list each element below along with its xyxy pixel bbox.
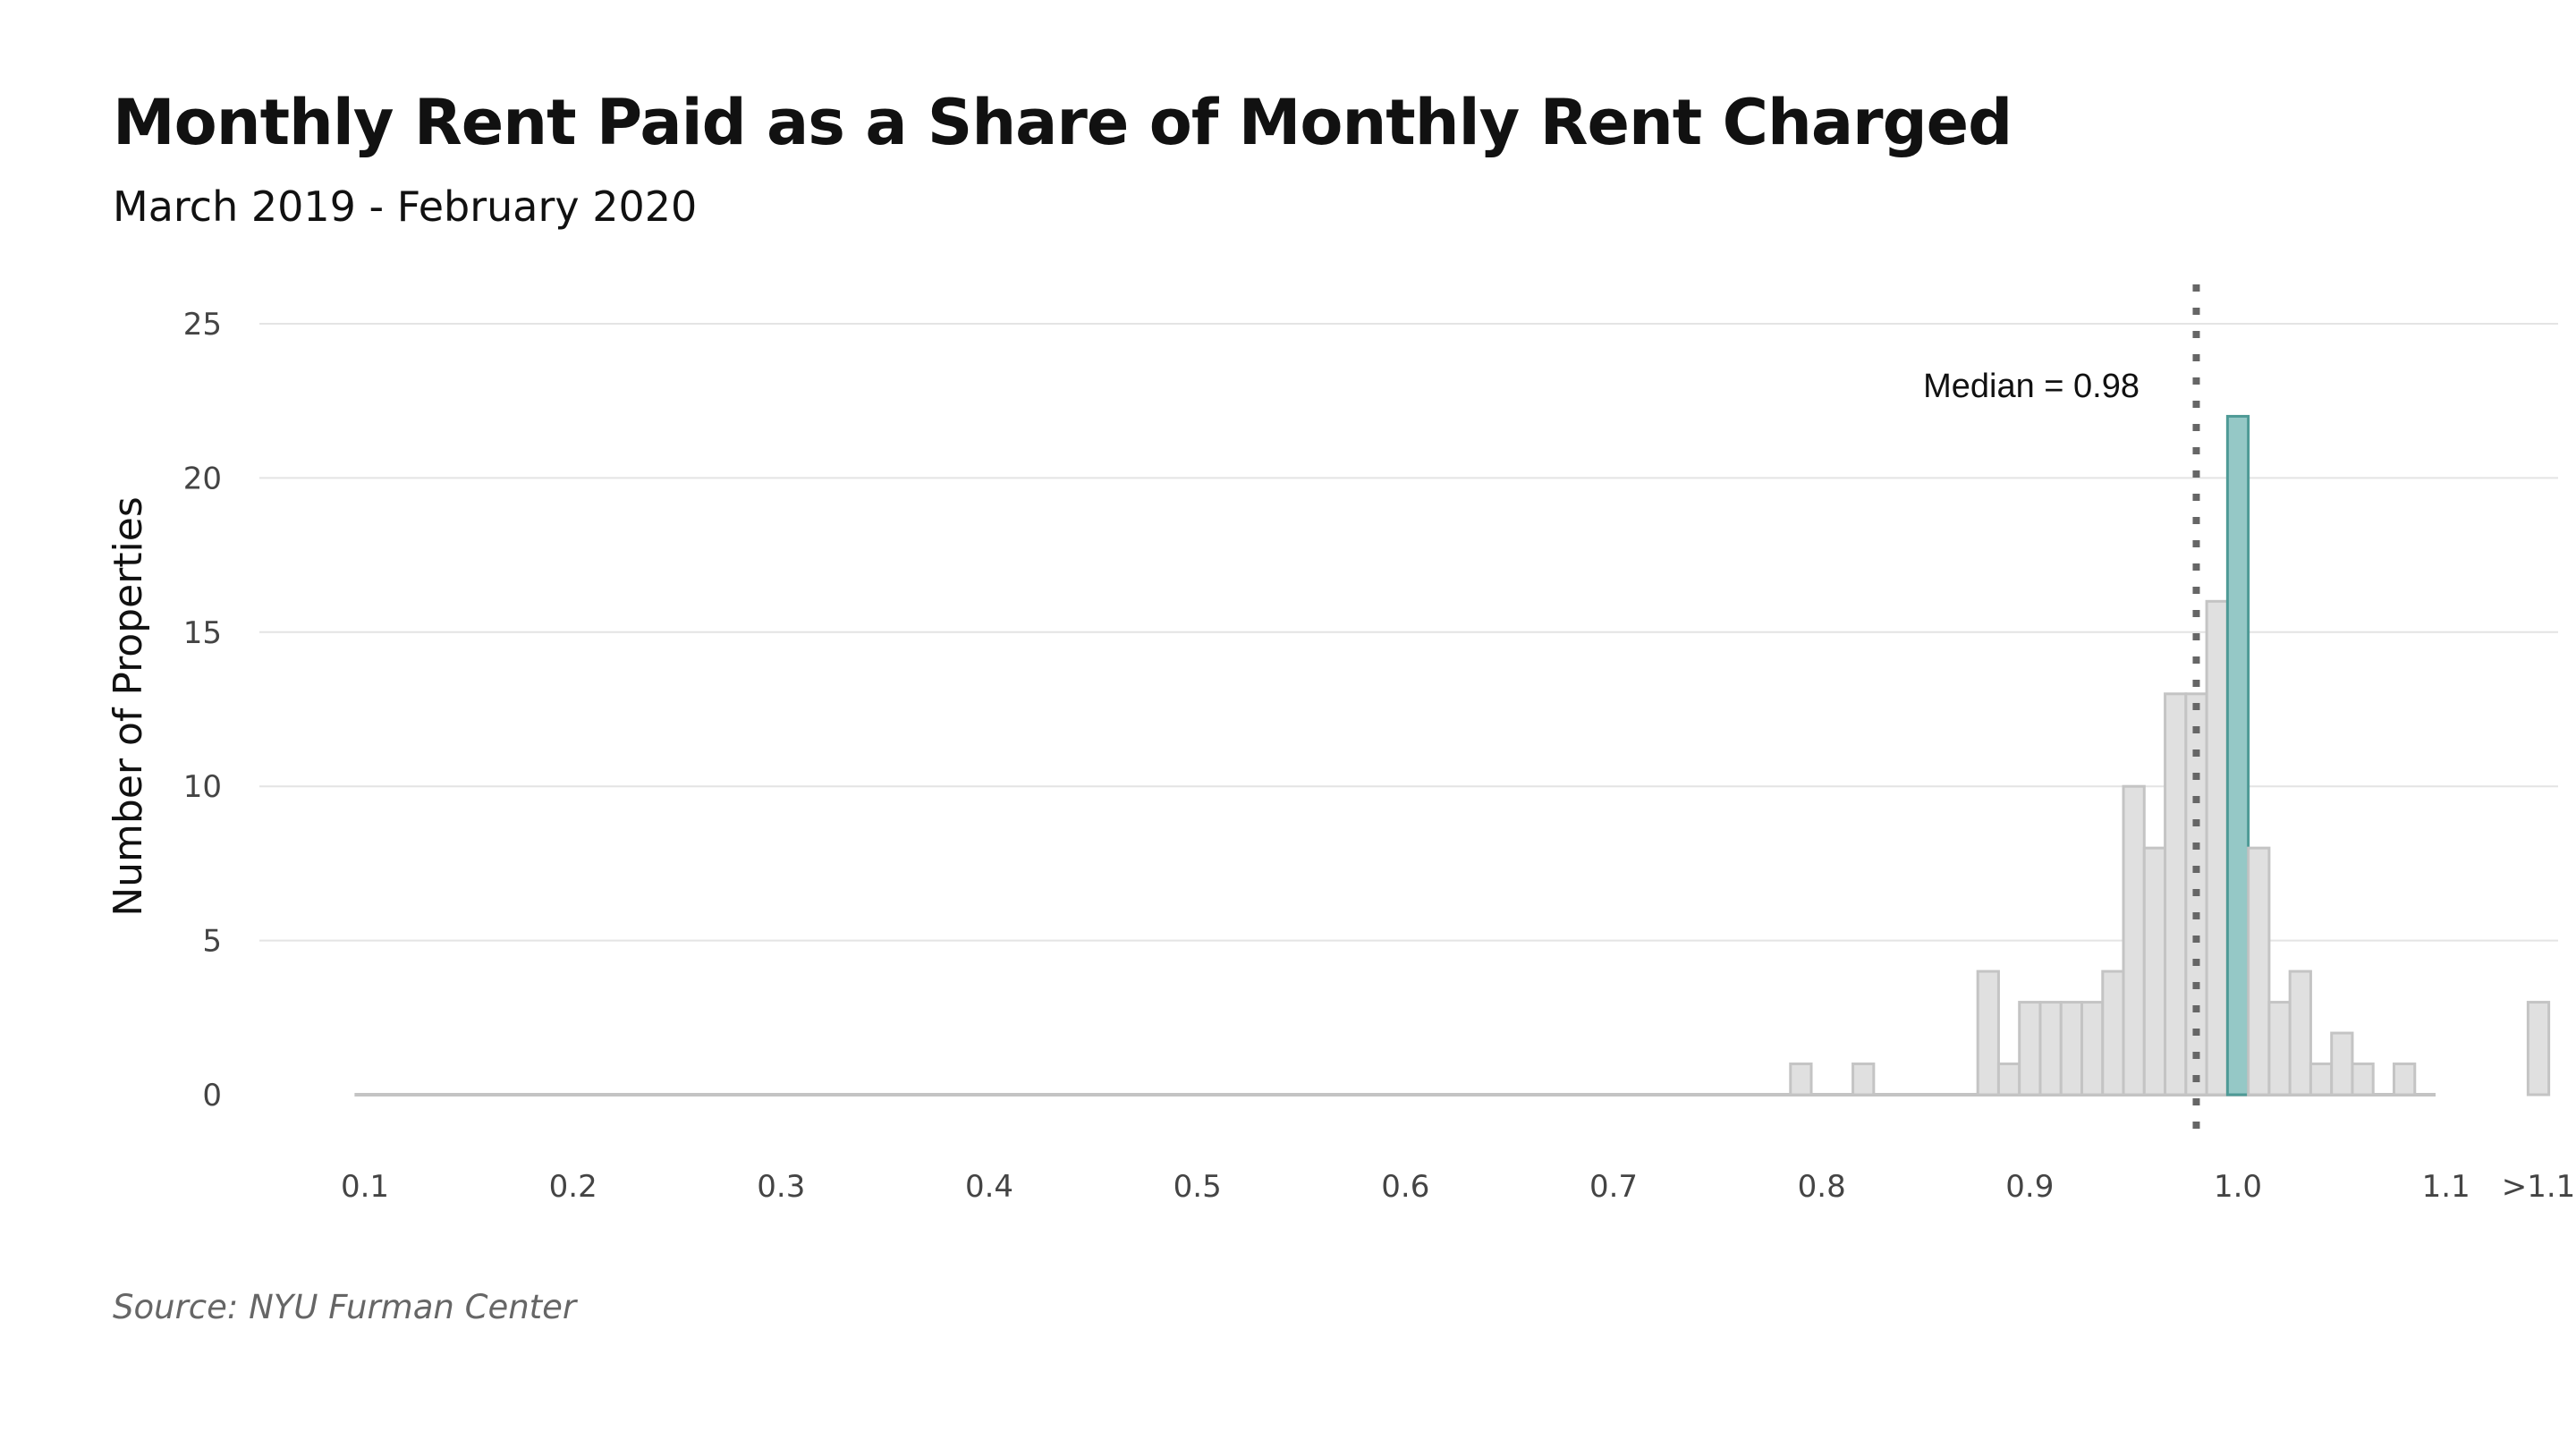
histogram-bar-16: [2267, 1001, 2292, 1097]
y-axis-ticks: 0 5 10 15 20 25: [183, 307, 222, 1113]
x-tick-label-10: 1.1: [2422, 1169, 2470, 1205]
y-tick-label-20: 20: [183, 461, 222, 496]
y-tick-label-5: 5: [202, 924, 222, 960]
median-label: Median = 0.98: [1923, 368, 2140, 405]
x-tick-label-7: 0.8: [1798, 1169, 1846, 1205]
histogram-bar-15: [2247, 846, 2271, 1097]
histogram-bar-3: [1996, 1063, 2021, 1097]
y-tick-label-0: 0: [202, 1078, 222, 1113]
histogram-bar-20: [2351, 1063, 2375, 1097]
histogram-bar-6: [2059, 1001, 2084, 1097]
histogram-bar-19: [2330, 1031, 2354, 1097]
x-tick-label-4: 0.5: [1174, 1169, 1222, 1205]
histogram-bar-21: [2393, 1063, 2417, 1097]
histogram-bar-18: [2309, 1063, 2334, 1097]
histogram-bars: [1789, 414, 2551, 1097]
chart-subtitle: March 2019 - February 2020: [113, 182, 698, 231]
histogram-bar-10: [2142, 846, 2167, 1097]
histogram-bar-4: [2018, 1001, 2042, 1097]
x-tick-label-3: 0.4: [965, 1169, 1013, 1205]
histogram-bar-2: [1976, 970, 2000, 1097]
x-tick-label-0: 0.1: [341, 1169, 389, 1205]
x-axis-ticks: 0.1 0.2 0.3 0.4 0.5 0.6 0.7 0.8 0.9 1.0 1.1 >1.1: [341, 1169, 2575, 1205]
histogram-bar-1: [1852, 1063, 1876, 1097]
histogram-bar-14: [2225, 414, 2250, 1097]
y-tick-label-10: 10: [183, 769, 222, 805]
histogram-bar-17: [2288, 970, 2312, 1097]
chart-title: Monthly Rent Paid as a Share of Monthly …: [113, 86, 2012, 159]
histogram-bar-5: [2038, 1001, 2063, 1097]
x-tick-label-11: >1.1: [2502, 1169, 2576, 1205]
y-tick-label-25: 25: [183, 307, 222, 343]
histogram-bar-11: [2164, 692, 2188, 1097]
x-tick-label-2: 0.3: [757, 1169, 805, 1205]
y-tick-label-15: 15: [183, 615, 222, 651]
histogram-bar-7: [2080, 1001, 2105, 1097]
x-tick-label-9: 1.0: [2214, 1169, 2262, 1205]
histogram-bar-9: [2122, 784, 2146, 1097]
x-tick-label-5: 0.6: [1381, 1169, 1429, 1205]
histogram-bar-22: [2526, 1001, 2551, 1097]
source-note: Source: NYU Furman Center: [113, 1288, 577, 1326]
x-tick-label-8: 0.9: [2005, 1169, 2054, 1205]
histogram-bar-0: [1789, 1063, 1813, 1097]
x-tick-label-6: 0.7: [1589, 1169, 1638, 1205]
histogram-bar-8: [2101, 970, 2125, 1097]
x-tick-label-1: 0.2: [549, 1169, 597, 1205]
histogram-bar-13: [2205, 599, 2229, 1097]
y-axis-title: Number of Properties: [106, 496, 151, 917]
